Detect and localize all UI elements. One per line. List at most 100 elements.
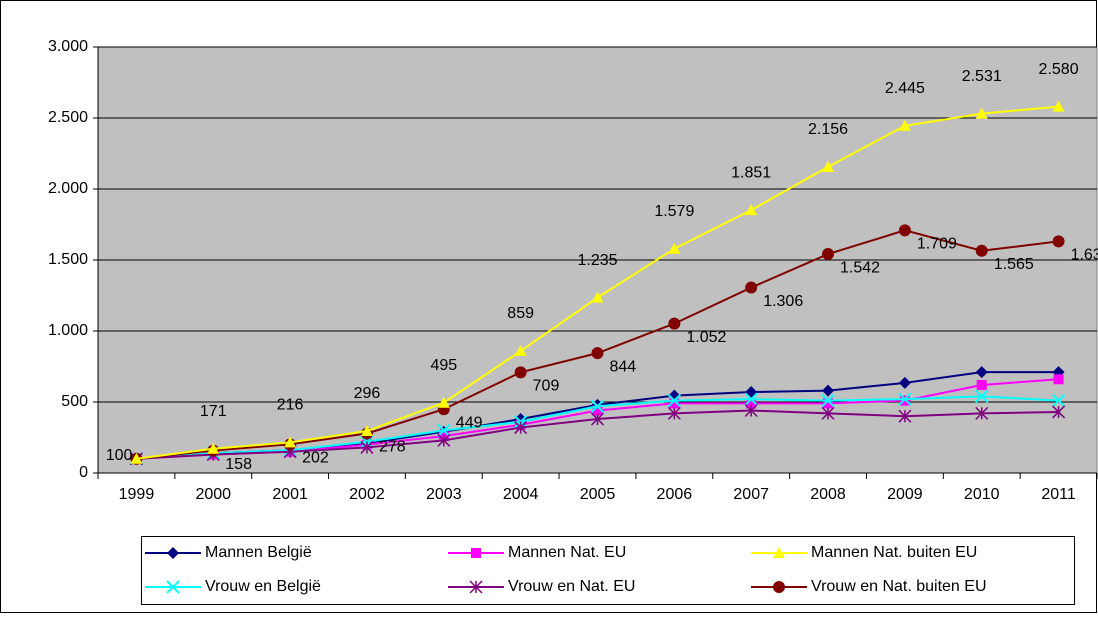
value-label: 1.235 (577, 252, 617, 269)
marker (284, 436, 297, 448)
value-label: 449 (456, 414, 483, 431)
marker (976, 379, 987, 390)
marker (898, 409, 912, 423)
marker (591, 347, 604, 360)
marker (360, 424, 373, 436)
value-label: 844 (610, 358, 637, 375)
marker (745, 281, 758, 294)
legend-label: Vrouw en België (205, 578, 321, 595)
marker (590, 399, 605, 413)
x-tick-label: 2010 (964, 486, 1000, 503)
legend-label: Mannen België (205, 544, 312, 561)
marker (667, 393, 682, 408)
value-label: 1.851 (731, 164, 771, 181)
marker (437, 423, 451, 438)
marker (898, 392, 912, 406)
marker (130, 452, 143, 464)
value-label: 2.445 (885, 80, 925, 97)
legend-label: Mannen Nat. buiten EU (811, 544, 977, 561)
marker (514, 345, 527, 357)
marker (746, 398, 757, 409)
marker (821, 406, 835, 420)
marker (668, 242, 681, 254)
value-label: 1.542 (840, 259, 880, 276)
marker (822, 384, 835, 397)
legend-label: Vrouw en Nat. EU (508, 578, 635, 595)
value-label: 495 (430, 357, 457, 374)
value-label: 158 (225, 456, 252, 473)
marker (592, 405, 603, 416)
marker (745, 204, 758, 216)
marker (975, 366, 988, 379)
marker (822, 160, 835, 172)
legend-marker (166, 580, 180, 594)
marker (207, 442, 220, 454)
marker (975, 244, 988, 257)
x-tick-label: 2011 (1041, 486, 1076, 503)
marker (1052, 405, 1066, 419)
marker (1052, 100, 1065, 112)
marker (667, 406, 681, 420)
value-label: 2.531 (962, 68, 1002, 85)
marker (514, 366, 527, 379)
marker (514, 421, 528, 435)
value-label: 709 (533, 378, 560, 395)
marker (668, 317, 681, 330)
legend-marker (471, 548, 481, 558)
marker (590, 412, 605, 426)
y-tick-label: 2.500 (48, 109, 88, 126)
x-tick-label: 2003 (426, 486, 462, 503)
value-label: 2.580 (1039, 61, 1079, 78)
legend-marker (167, 547, 179, 559)
marker (898, 119, 911, 131)
marker (898, 376, 911, 389)
marker (975, 107, 988, 119)
x-tick-label: 2001 (272, 486, 308, 503)
marker (975, 389, 989, 404)
x-tick-label: 2002 (349, 486, 385, 503)
value-label: 1.579 (654, 203, 694, 220)
legend-box (141, 536, 1075, 605)
legend-marker (773, 581, 785, 593)
marker (822, 248, 835, 261)
legend-label: Vrouw en Nat. buiten EU (811, 578, 987, 595)
y-tick-label: 1.500 (48, 251, 88, 268)
marker (823, 398, 834, 409)
marker (1053, 374, 1064, 385)
value-label: 100 (106, 447, 133, 464)
legend-marker (469, 580, 483, 594)
value-label: 1.631 (1071, 247, 1098, 264)
marker (360, 440, 374, 454)
value-label: 1.709 (917, 236, 957, 253)
value-label: 1.565 (994, 256, 1034, 273)
value-label: 2.156 (808, 121, 848, 138)
marker (821, 393, 835, 408)
x-tick-label: 2004 (503, 486, 539, 503)
x-tick-label: 2009 (887, 486, 923, 503)
value-label: 1.052 (686, 329, 726, 346)
value-label: 859 (507, 305, 534, 322)
value-label: 278 (379, 439, 406, 456)
marker (744, 392, 758, 406)
value-label: 216 (277, 397, 304, 414)
x-tick-label: 2007 (733, 486, 769, 503)
y-tick-label: 0 (79, 464, 88, 481)
x-tick-label: 2006 (657, 486, 693, 503)
marker (744, 403, 758, 418)
marker (1051, 393, 1066, 408)
value-label: 202 (302, 450, 329, 467)
marker (437, 396, 450, 408)
x-tick-label: 2008 (810, 486, 846, 503)
marker (975, 406, 989, 420)
y-tick-label: 500 (61, 393, 88, 410)
value-label: 1.306 (763, 293, 803, 310)
marker (899, 395, 910, 406)
legend-marker (773, 547, 785, 558)
marker (591, 291, 604, 303)
marker (437, 433, 451, 447)
y-tick-label: 2.000 (48, 180, 88, 197)
value-label: 171 (200, 403, 227, 420)
y-tick-label: 3.000 (48, 38, 88, 55)
